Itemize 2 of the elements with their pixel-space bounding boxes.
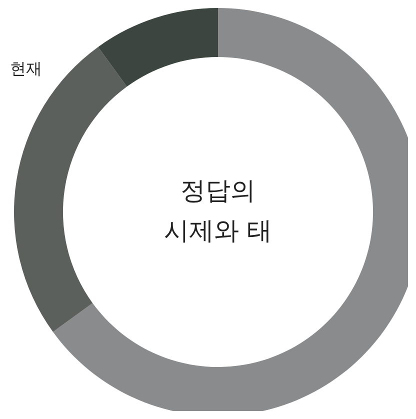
text: 현재 bbox=[10, 59, 42, 78]
text: 정답의 시제와 태 bbox=[164, 176, 272, 245]
